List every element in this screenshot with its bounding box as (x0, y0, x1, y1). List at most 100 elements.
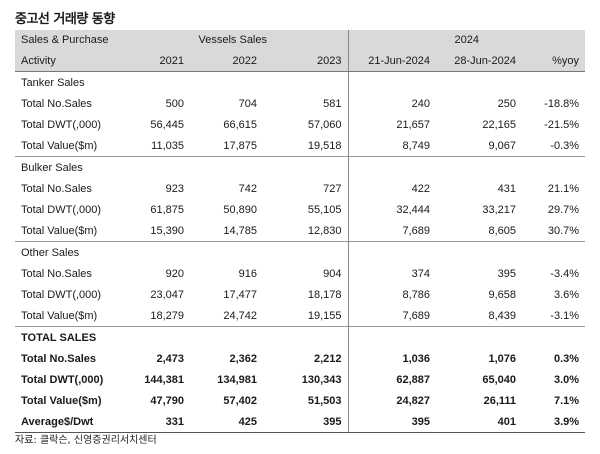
empty-cell (118, 156, 190, 178)
table-cell: 8,439 (488, 309, 517, 322)
empty-cell (522, 72, 585, 94)
table-cell: 374 (347, 263, 437, 284)
row-label: Total DWT(,000) (21, 203, 102, 216)
table-cell: 923 (165, 182, 184, 195)
table-cell: 11,035 (151, 139, 184, 152)
row-label: Average$/Dwt (15, 411, 118, 433)
table-row: Total No.Sales 2,473 2,362 2,212 1,036 1,076 0… (15, 348, 585, 369)
empty-cell (522, 326, 586, 348)
table-cell: 19,155 (307, 309, 342, 322)
empty-cell (347, 241, 437, 263)
row-label: Total Value($m) (21, 139, 98, 152)
empty-cell (436, 241, 523, 263)
table-cell: 18,279 (150, 309, 184, 322)
empty-cell (118, 241, 190, 263)
table-cell: -21.5% (544, 118, 580, 131)
empty-cell (436, 326, 523, 348)
table-cell: 240 (347, 93, 437, 114)
header-row-1: Sales & Purchase Vessels Sales 2024 (15, 30, 586, 50)
table-cell: 742 (238, 182, 257, 195)
table-cell: -18.8% (544, 97, 580, 110)
table-cell: 8,749 (347, 135, 437, 157)
table-cell: 2,212 (314, 352, 342, 365)
row-label: Total No.Sales (21, 267, 92, 280)
table-cell: 0.3% (553, 352, 580, 365)
table-cell: 56,445 (150, 118, 184, 131)
vessel-sales-table: Sales & Purchase Vessels Sales 2024 Acti… (15, 30, 586, 433)
section-header-row: Tanker Sales (15, 71, 585, 94)
table-cell: 401 (436, 411, 523, 433)
empty-cell (347, 156, 437, 178)
empty-cell (347, 71, 437, 93)
empty-cell (190, 326, 263, 348)
table-cell: 61,875 (150, 203, 184, 216)
table-cell: 8,605 (488, 224, 517, 237)
table-row: Total DWT(,000) 144,381 134,981 130,343 62,8… (15, 369, 585, 390)
empty-cell (263, 241, 349, 263)
table-row: Total No.Sales 920 916 904 374 395 -3.4% (15, 263, 585, 284)
header-col-2021: 2021 (118, 50, 190, 72)
source-note: 자료: 클락슨, 신영증권리서치센터 (15, 435, 157, 446)
row-label: Total No.Sales (21, 352, 96, 365)
table-row: Total DWT(,000) 61,875 50,890 55,105 32,444 3… (15, 199, 585, 220)
row-label: Total No.Sales (21, 182, 92, 195)
table-cell: 66,615 (223, 118, 257, 131)
table-cell: 904 (323, 267, 342, 280)
table-cell: 17,477 (223, 288, 257, 301)
table-cell: 134,981 (217, 373, 257, 386)
table-cell: 21.1% (547, 182, 580, 195)
row-label: Total Value($m) (21, 394, 102, 407)
header-col-21-jun-2024: 21-Jun-2024 (347, 50, 437, 72)
empty-cell (118, 326, 190, 348)
section-name: Bulker Sales (15, 156, 118, 178)
empty-cell (522, 156, 586, 178)
row-label: Total DWT(,000) (21, 288, 102, 301)
empty-cell (436, 156, 523, 178)
section-name: Other Sales (15, 241, 118, 263)
table-cell: 9,067 (488, 139, 517, 152)
empty-cell (263, 326, 349, 348)
row-label: Total Value($m) (21, 309, 98, 322)
table-cell: 24,742 (223, 309, 257, 322)
table-cell: 50,890 (223, 203, 257, 216)
table-cell: 920 (165, 267, 184, 280)
empty-cell (263, 72, 348, 94)
row-label: Total Value($m) (21, 224, 98, 237)
row-label: Total DWT(,000) (21, 373, 104, 386)
table-cell: 395 (347, 411, 437, 433)
table-row: Total Value($m) 18,279 24,742 19,155 7,689 8,… (15, 305, 585, 327)
header-year-2024: 2024 (347, 30, 586, 50)
empty-cell (190, 156, 263, 178)
table-cell: 3.6% (553, 288, 580, 301)
table-cell: 9,658 (488, 288, 517, 301)
section-name: Tanker Sales (21, 76, 85, 89)
table-cell: 22,165 (482, 118, 517, 131)
table-cell: 704 (238, 97, 257, 110)
table-row: Average$/Dwt 331 425 395 395 401 3.9% (15, 411, 586, 433)
table-cell: 19,518 (307, 139, 342, 152)
table-cell: 250 (497, 97, 517, 110)
section-header-row: TOTAL SALES (15, 326, 586, 348)
table-cell: 55,105 (307, 203, 342, 216)
empty-cell (522, 241, 586, 263)
table-cell: 3.9% (522, 411, 586, 433)
table-cell: 1,036 (347, 348, 437, 369)
table-cell: 33,217 (482, 203, 517, 216)
table-cell: 47,790 (150, 394, 184, 407)
header-row-2: Activity 2021 2022 2023 21-Jun-2024 28-J… (15, 50, 586, 72)
table-cell: 130,343 (301, 373, 342, 386)
table-cell: 12,830 (307, 224, 342, 237)
table-cell: 15,390 (150, 224, 184, 237)
header-sales-purchase: Sales & Purchase (15, 30, 118, 50)
table-cell: 727 (323, 182, 342, 195)
table-cell: 23,047 (150, 288, 184, 301)
table-row: Total Value($m) 47,790 57,402 51,503 24,827 2… (15, 390, 585, 411)
table-title: 중고선 거래량 동향 (15, 12, 115, 27)
header-col-yoy: %yoy (522, 50, 586, 72)
table-cell: -0.3% (550, 139, 580, 152)
table-cell: 57,402 (223, 394, 257, 407)
row-label: Total No.Sales (21, 97, 92, 110)
empty-cell (190, 241, 263, 263)
empty-cell (263, 156, 349, 178)
table-cell: 24,827 (347, 390, 437, 411)
